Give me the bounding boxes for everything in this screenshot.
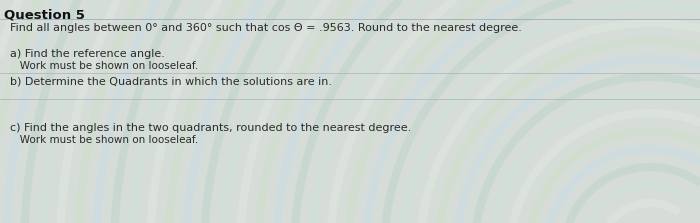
Text: Find all angles between 0° and 360° such that cos Θ = .9563. Round to the neares: Find all angles between 0° and 360° such… bbox=[10, 23, 522, 33]
Text: c) Find the angles in the two quadrants, rounded to the nearest degree.: c) Find the angles in the two quadrants,… bbox=[10, 123, 412, 133]
Text: Work must be shown on looseleaf.: Work must be shown on looseleaf. bbox=[10, 61, 198, 71]
Text: b) Determine the Quadrants in which the solutions are in.: b) Determine the Quadrants in which the … bbox=[10, 77, 332, 87]
Text: Work must be shown on looseleaf.: Work must be shown on looseleaf. bbox=[10, 135, 198, 145]
Text: Question 5: Question 5 bbox=[4, 8, 85, 21]
Text: a) Find the reference angle.: a) Find the reference angle. bbox=[10, 49, 165, 59]
